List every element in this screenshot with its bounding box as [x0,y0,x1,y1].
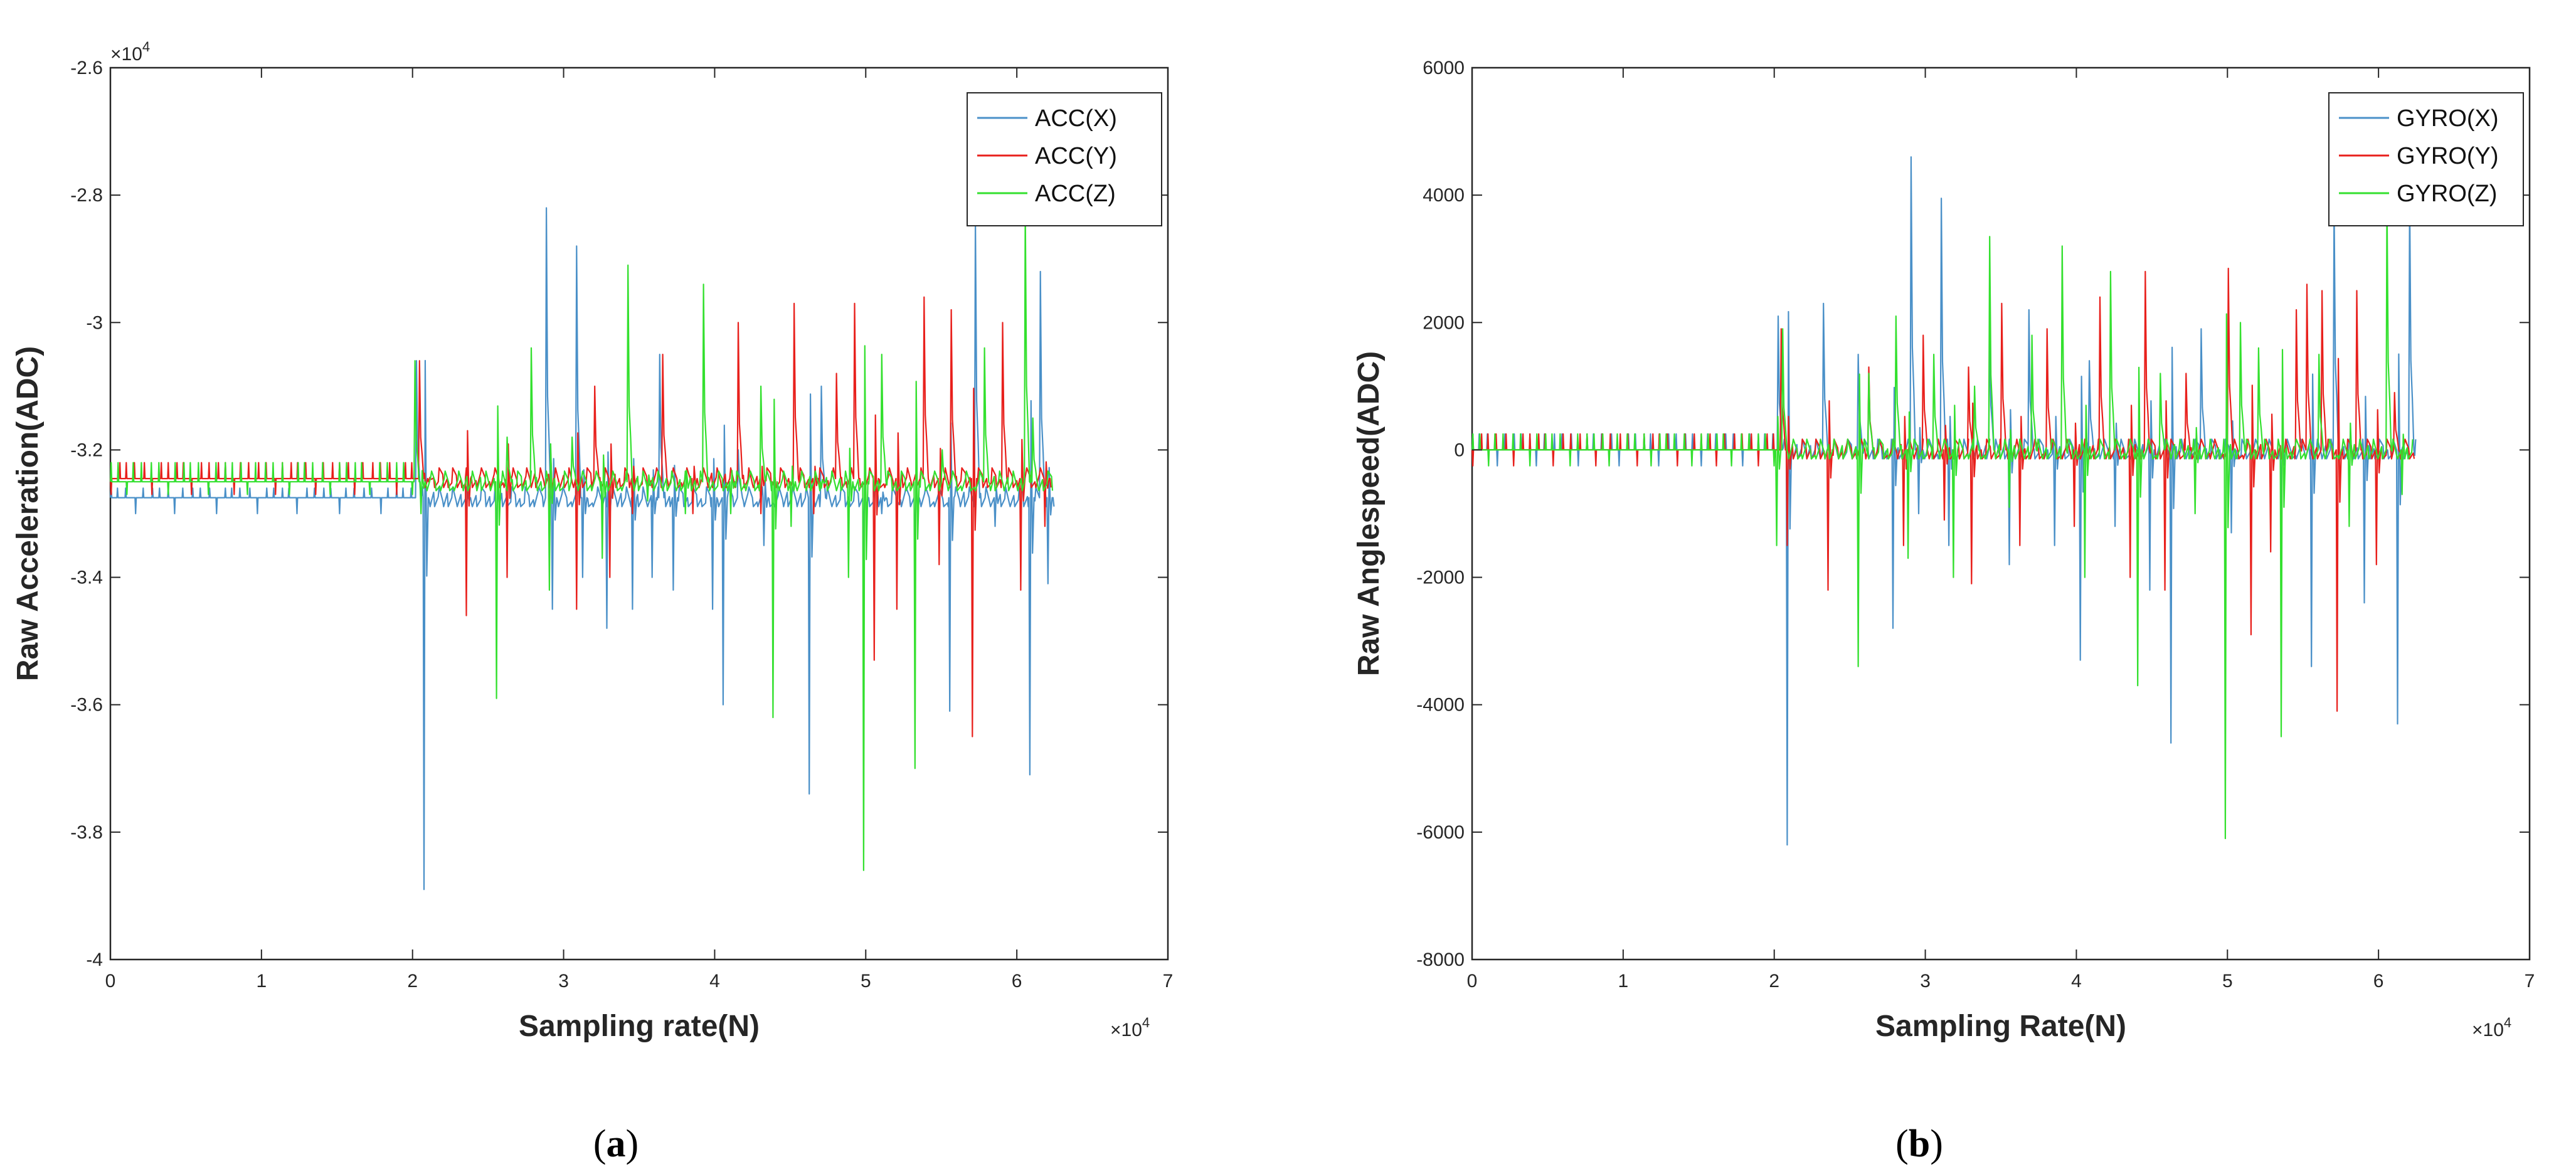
panel-b-x-tick-label: 1 [1618,971,1629,992]
panel-b-x-multiplier: ×104 [2472,1015,2511,1040]
panel-b-x-tick-label: 4 [2071,971,2082,992]
panel-a-x-axis-label: Sampling rate(N) [519,1010,760,1043]
panel-b-series-gyro-z [1471,198,2414,840]
panel-a-x-tick-label: 1 [257,971,267,992]
panel-b-legend-label: GYRO(X) [2397,105,2499,132]
panel-a-legend-label: ACC(Z) [1035,181,1116,207]
panel-a-axes-group: 0 1 2 3 4 5 6 7 -4 -3.8 -3.6 -3.4 -3.2 -3 -2.8 -2.6 [70,58,1173,992]
panel-b-x-tick-label: 5 [2222,971,2233,992]
panel-a-y-tick-label: -3 [86,312,103,333]
panel-a-chart: 0 1 2 3 4 5 6 7 -4 -3.8 -3.6 -3.4 -3.2 -3 -2.8 -2.6 ACC… [11,39,1173,1165]
panel-b-x-tick-label: 2 [1769,971,1779,992]
panel-a-y-axis-label: Raw Acceleration(ADC) [11,346,45,681]
panel-b-label: (b) [1895,1123,1943,1165]
panel-b-y-axis-label: Raw Anglespeed(ADC) [1352,351,1386,676]
panel-b-series-group [1471,156,2417,846]
panel-a-x-tick-label: 3 [558,971,569,992]
panel-b-chart: 0 1 2 3 4 5 6 7 -8000 -6000 -4000 -2000 0 2000 4000 600… [1352,58,2535,1165]
panel-b-x-tick-label: 6 [2373,971,2384,992]
panel-a-y-tick-label: -3.4 [70,568,103,588]
panel-a-y-tick-label: -2.6 [70,58,103,78]
panel-a-legend-box [967,92,1162,226]
panel-b-y-tick-label: -4000 [1416,695,1465,716]
panel-a-x-tick-label: 5 [861,971,871,992]
panel-a-legend-label: ACC(Y) [1035,143,1117,169]
panel-b-x-tick-label: 7 [2525,971,2535,992]
panel-a-x-tick-label: 0 [105,971,116,992]
panel-a-y-tick-label: -4 [86,949,103,970]
panel-b-legend-box [2328,92,2524,226]
panel-b-legend-label: GYRO(Y) [2397,143,2499,169]
panel-a-series-acc-z [110,207,1054,871]
panel-a-y-multiplier: ×104 [110,39,150,65]
panel-a-legend-label: ACC(X) [1035,105,1117,132]
panel-a-y-tick-label: -3.6 [70,695,103,716]
panel-a-legend: ACC(X) ACC(Y) ACC(Z) [967,92,1162,226]
panel-b-axes-group: 0 1 2 3 4 5 6 7 -8000 -6000 -4000 -2000 0 2000 4000 600… [1416,58,2535,992]
panel-b-y-tick-label: 6000 [1423,58,1465,78]
panel-a-label: (a) [593,1123,639,1165]
panel-b-legend-label: GYRO(Z) [2397,181,2497,207]
panel-b-x-axis-label: Sampling Rate(N) [1875,1010,2126,1043]
panel-a-x-tick-label: 2 [407,971,418,992]
panel-b-legend: GYRO(X) GYRO(Y) GYRO(Z) [2328,92,2524,226]
panel-a-x-tick-label: 7 [1163,971,1174,992]
panel-a-y-tick-label: -3.2 [70,440,103,460]
panel-a-y-tick-label: -3.8 [70,822,103,843]
panel-b-y-tick-label: -8000 [1416,949,1465,970]
panel-b-x-tick-label: 0 [1467,971,1478,992]
panel-a-y-tick-label: -2.8 [70,185,103,206]
panel-b-x-tick-label: 3 [1920,971,1931,992]
panel-a-x-multiplier: ×104 [1110,1015,1150,1040]
panel-a-series-group [110,207,1055,891]
panel-b-y-tick-label: -6000 [1416,822,1465,843]
panel-b-y-tick-label: 2000 [1423,312,1465,333]
panel-b-y-tick-label: -2000 [1416,568,1465,588]
panel-b-y-tick-label: 0 [1454,440,1465,460]
panel-a-x-tick-label: 4 [709,971,720,992]
panel-a-x-tick-label: 6 [1012,971,1022,992]
panel-b-y-tick-label: 4000 [1423,185,1465,206]
